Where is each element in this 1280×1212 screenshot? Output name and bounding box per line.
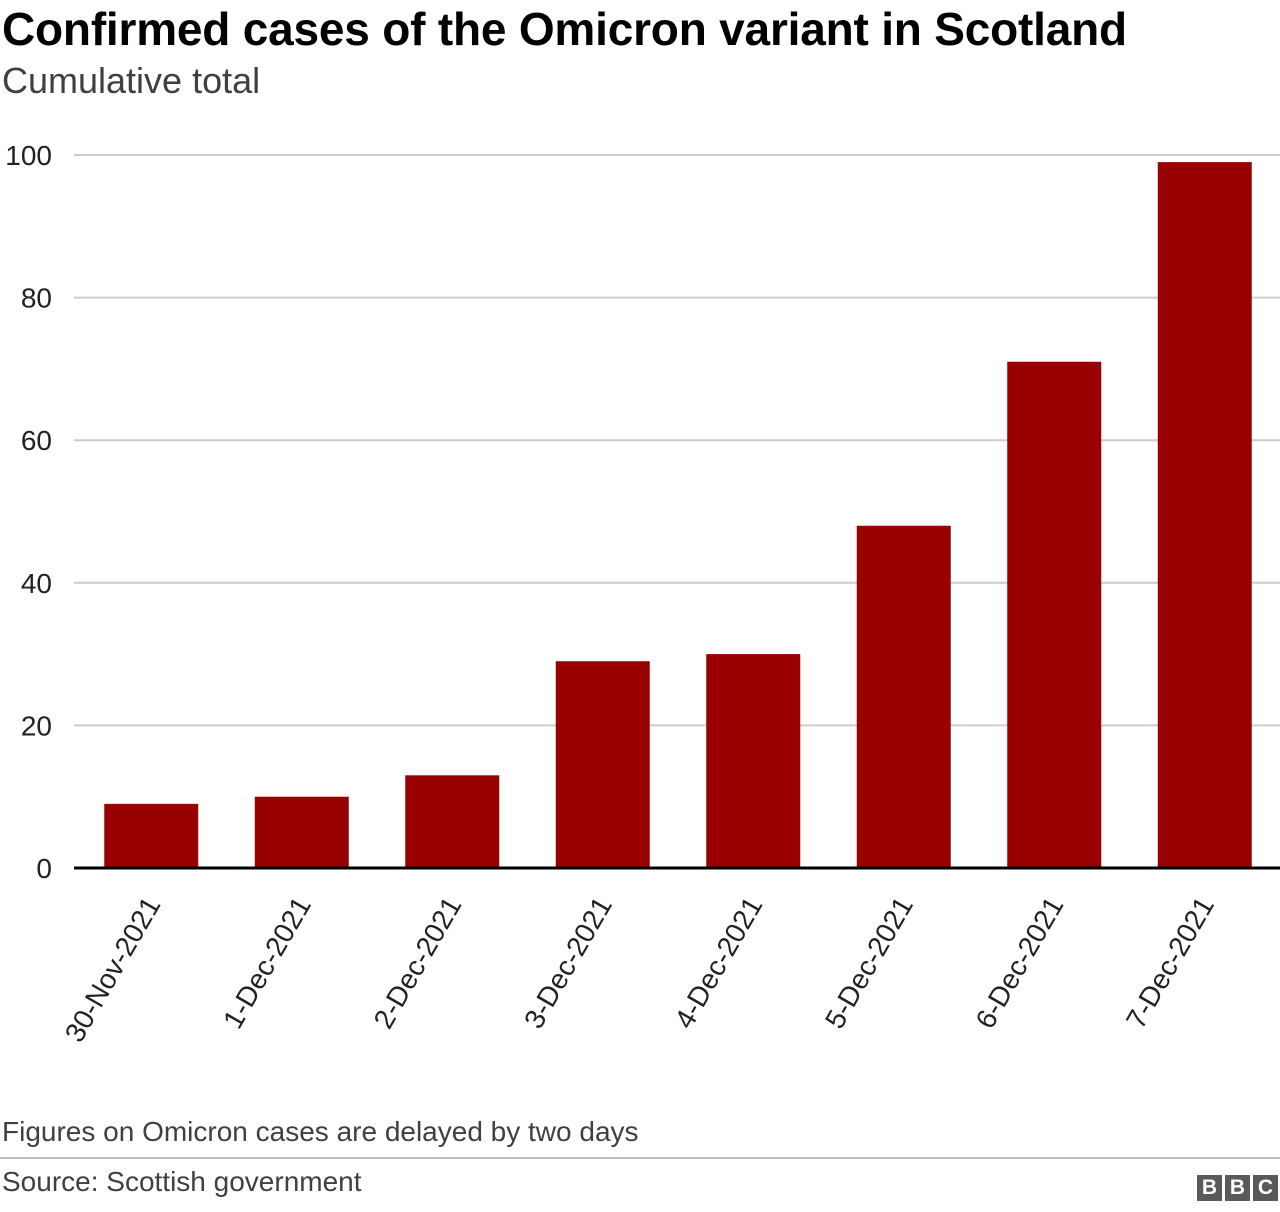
x-tick-label: 7-Dec-2021 (1120, 892, 1220, 1034)
y-tick-label: 100 (5, 140, 52, 171)
x-axis-tick-labels: 30-Nov-2021 1-Dec-2021 2-Dec-2021 3-Dec-202… (59, 892, 1220, 1048)
footer-divider (0, 1157, 1280, 1159)
y-axis-tick-labels: 0 20 40 60 80 100 (5, 140, 52, 884)
bars (104, 162, 1252, 868)
x-tick-label: 6-Dec-2021 (969, 892, 1069, 1034)
footnote: Figures on Omicron cases are delayed by … (2, 1116, 639, 1147)
y-tick-label: 80 (21, 283, 52, 314)
x-tick-label: 2-Dec-2021 (367, 892, 467, 1034)
chart-title: Confirmed cases of the Omicron variant i… (2, 3, 1127, 55)
chart-subtitle: Cumulative total (2, 60, 261, 101)
y-tick-label: 0 (36, 853, 52, 884)
bbc-logo: B B C (1197, 1175, 1278, 1201)
bar-2-Dec-2021 (405, 775, 500, 868)
y-tick-label: 40 (21, 568, 52, 599)
bbc-logo-letter: B (1197, 1175, 1222, 1201)
bar-1-Dec-2021 (254, 796, 349, 868)
x-tick-label: 1-Dec-2021 (217, 892, 317, 1034)
bar-5-Dec-2021 (856, 525, 951, 868)
source-label: Source: Scottish government (2, 1166, 362, 1197)
x-tick-label: 5-Dec-2021 (819, 892, 919, 1034)
y-tick-label: 60 (21, 425, 52, 456)
bar-3-Dec-2021 (555, 661, 650, 868)
bar-chart: 0 20 40 60 80 100 30-Nov-2021 1-Dec-2021 2-Dec-… (5, 140, 1280, 1048)
x-tick-label: 4-Dec-2021 (668, 892, 768, 1034)
bar-30-Nov-2021 (104, 803, 199, 868)
bbc-logo-letter: C (1253, 1175, 1278, 1201)
x-tick-label: 30-Nov-2021 (59, 892, 167, 1048)
bar-4-Dec-2021 (706, 654, 801, 868)
y-tick-label: 20 (21, 710, 52, 741)
x-tick-label: 3-Dec-2021 (518, 892, 618, 1034)
bar-7-Dec-2021 (1157, 162, 1252, 868)
bbc-logo-letter: B (1225, 1175, 1250, 1201)
bar-6-Dec-2021 (1007, 361, 1102, 868)
